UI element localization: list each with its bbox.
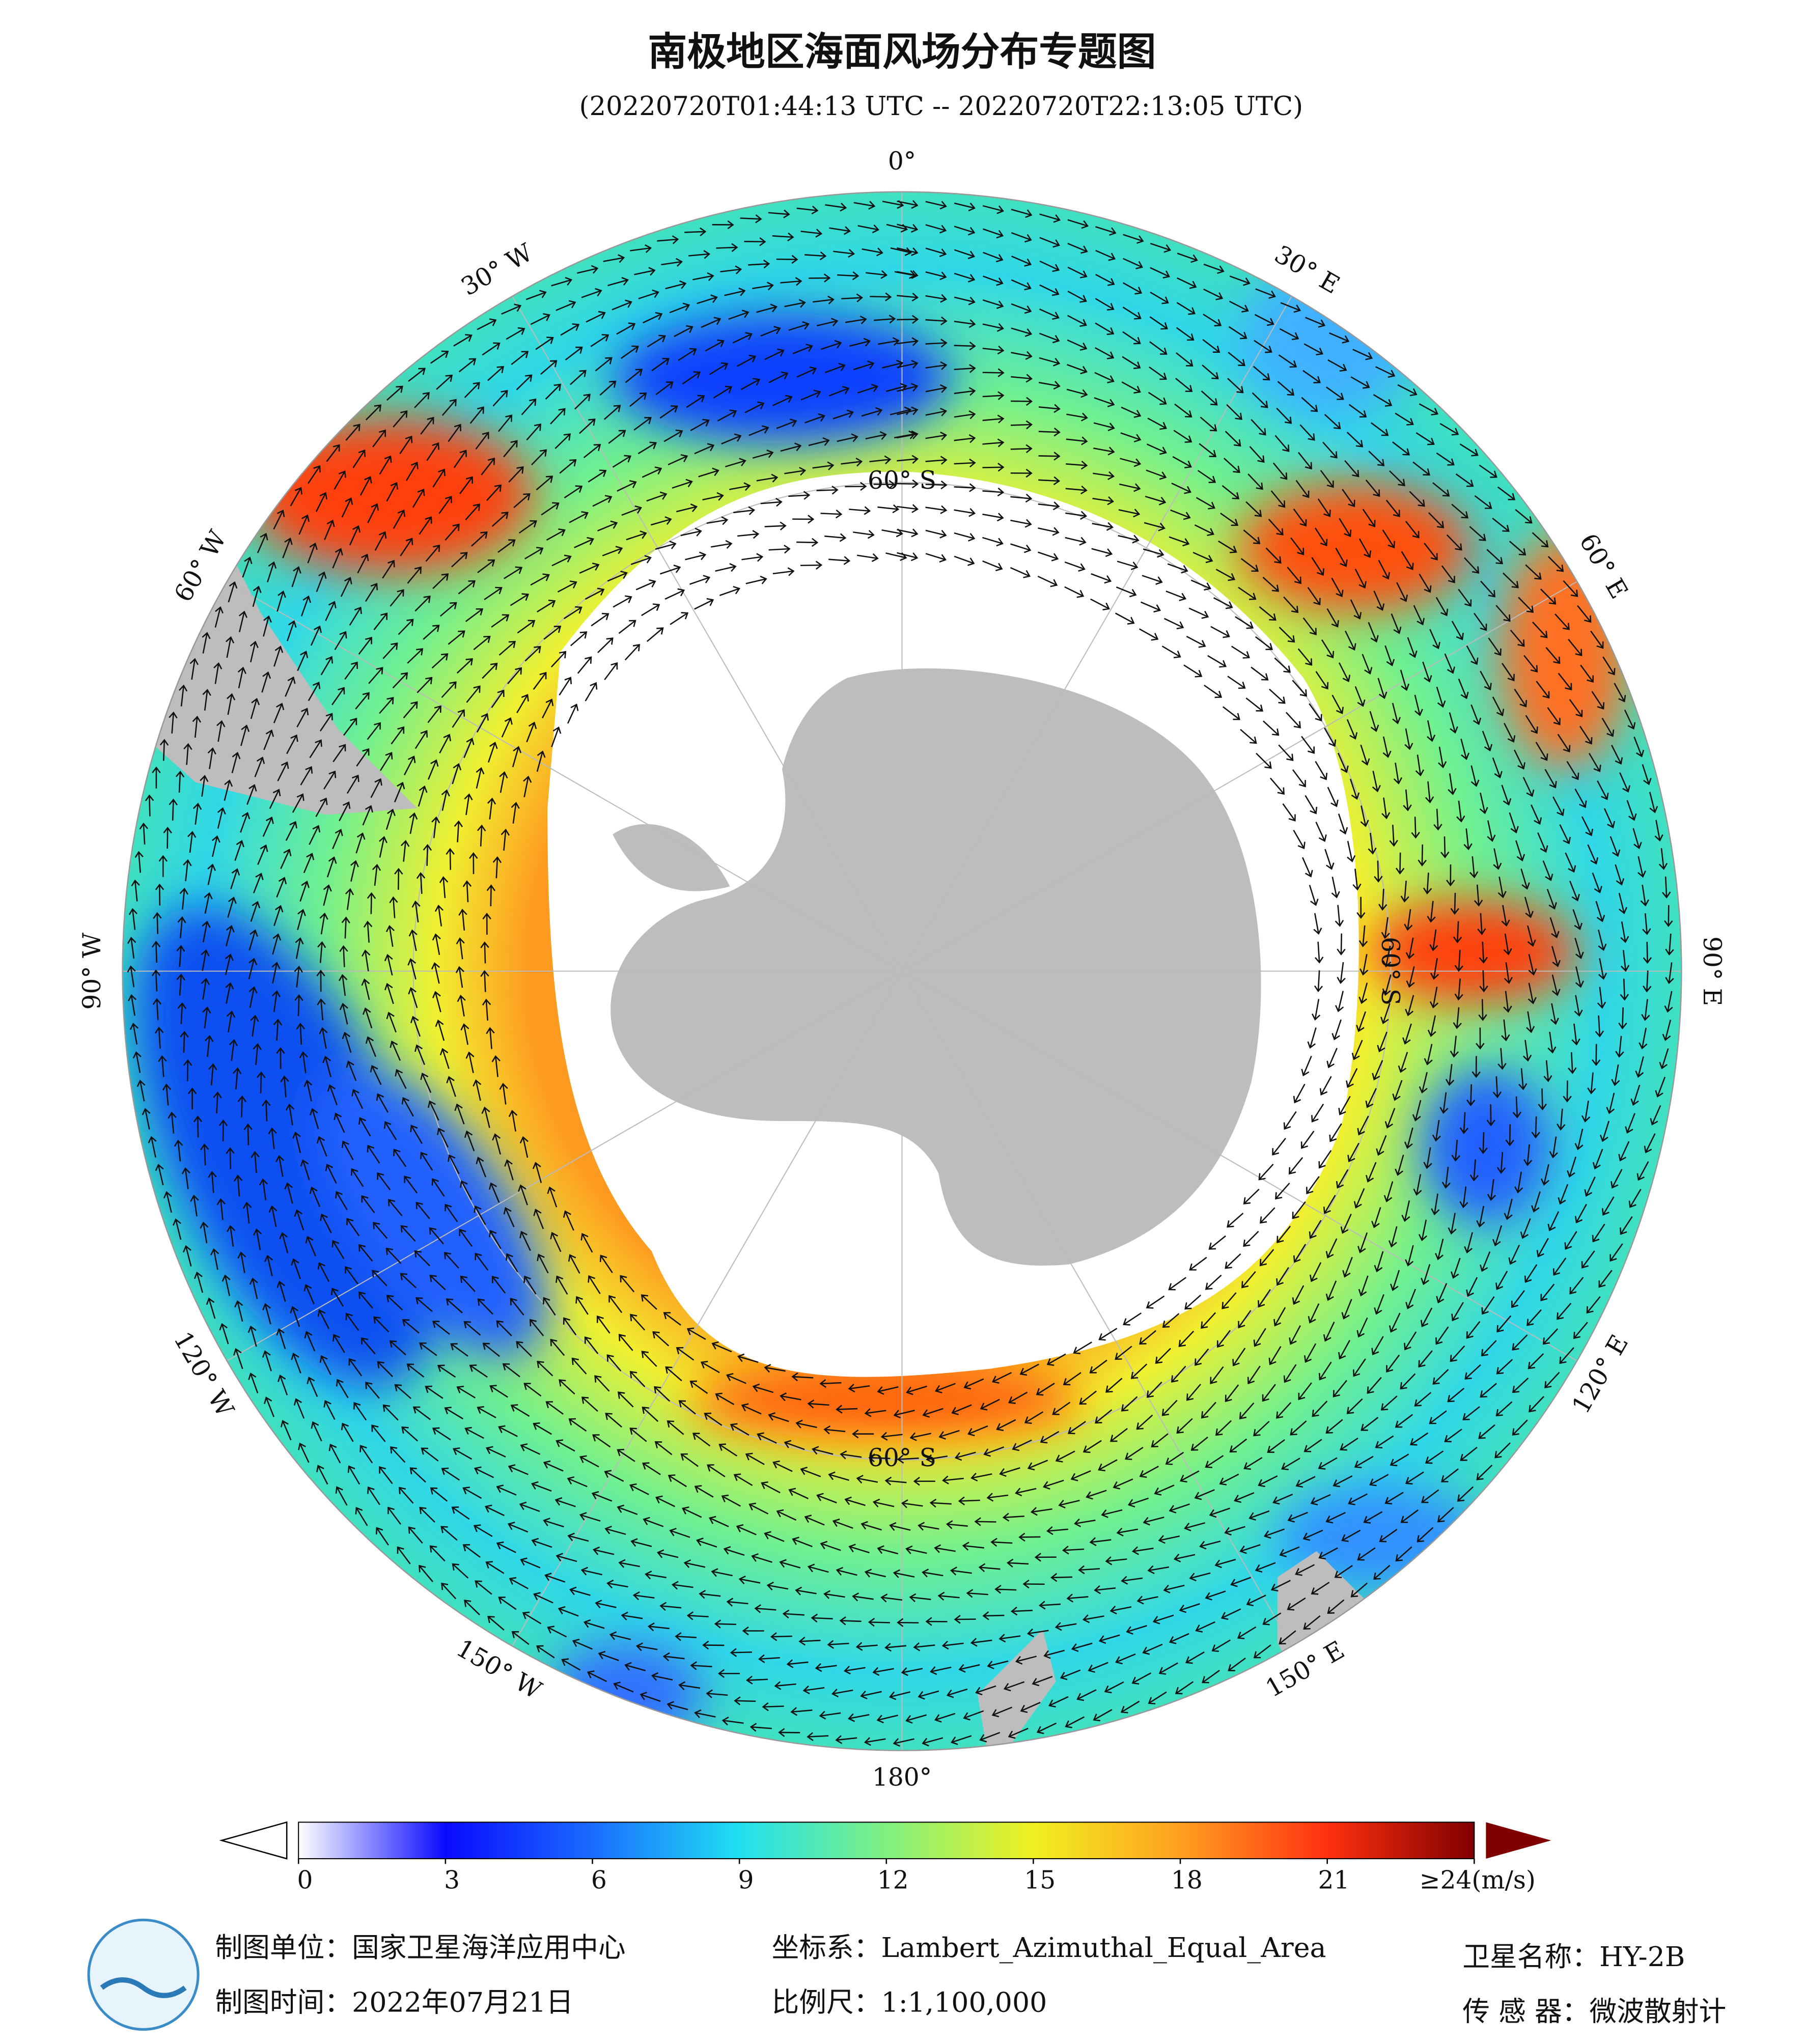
- meridian: [512, 296, 903, 972]
- antarctica: [610, 668, 1261, 1266]
- colorbar-tick-label: 0: [297, 1866, 313, 1895]
- meridian: [901, 581, 1577, 972]
- logo-wave: [100, 1977, 187, 1998]
- colorbar-tick-label: 9: [738, 1866, 754, 1895]
- footer-crs: 坐标系：Lambert_Azimuthal_Equal_Area: [772, 1931, 1326, 1964]
- meridian: [901, 970, 1577, 1361]
- lon-label: 180°: [872, 1763, 932, 1791]
- colorbar-tick-label: ≥24(m/s): [1420, 1866, 1536, 1895]
- meridian: [901, 296, 1292, 972]
- colorbar-max-arrow: [1486, 1822, 1551, 1859]
- footer-sensor: 传 感 器：微波散射计: [1462, 1996, 1726, 2028]
- colorbar-tick-label: 12: [877, 1866, 909, 1895]
- meridian: [227, 581, 903, 972]
- colorbar-scale: [298, 1822, 1475, 1860]
- title: 南极地区海面风场分布专题图: [648, 29, 1156, 75]
- colorbar-tick-label: 3: [444, 1866, 460, 1895]
- subtitle: (20220720T01:44:13 UTC -- 20220720T22:13…: [579, 91, 1303, 122]
- footer-scale: 比例尺：1:1,100,000: [772, 1986, 1047, 2019]
- new-zealand-tasmania: [977, 1551, 1382, 1751]
- colorbar-tick-label: 18: [1171, 1866, 1203, 1895]
- lon-label: 0°: [888, 147, 916, 176]
- lon-label: 90° E: [1698, 936, 1726, 1006]
- colorbar-tick-label: 21: [1318, 1866, 1350, 1895]
- colorbar-tick-label: 6: [591, 1866, 607, 1895]
- speed-patches: [133, 261, 1629, 1747]
- wind-arrows: [127, 200, 1674, 1747]
- footer-unit: 制图单位：国家卫星海洋应用中心: [215, 1931, 625, 1964]
- logo: [87, 1918, 200, 2031]
- lat-label: 60° S: [868, 1444, 936, 1472]
- wind-field: [122, 191, 1682, 1751]
- meridian: [227, 970, 903, 1361]
- footer: 制图单位：国家卫星海洋应用中心 制图时间：2022年07月21日 坐标系：Lam…: [87, 1918, 1726, 2031]
- graticule: [122, 191, 1682, 1751]
- lon-label: 90° W: [78, 933, 106, 1010]
- footer-satellite: 卫星名称：HY-2B: [1462, 1941, 1685, 1973]
- colorbar: 0 3 6 9 12 15 18 21 ≥24(m/s): [219, 1821, 1551, 1895]
- lat-label: 60° S: [868, 466, 936, 495]
- map-border: [122, 191, 1682, 1751]
- lat-label: 60° S: [1376, 937, 1404, 1005]
- colorbar-min-arrow: [219, 1821, 288, 1860]
- footer-date: 制图时间：2022年07月21日: [215, 1986, 573, 2019]
- meridian: [512, 971, 903, 1646]
- colorbar-tick-label: 15: [1024, 1866, 1056, 1895]
